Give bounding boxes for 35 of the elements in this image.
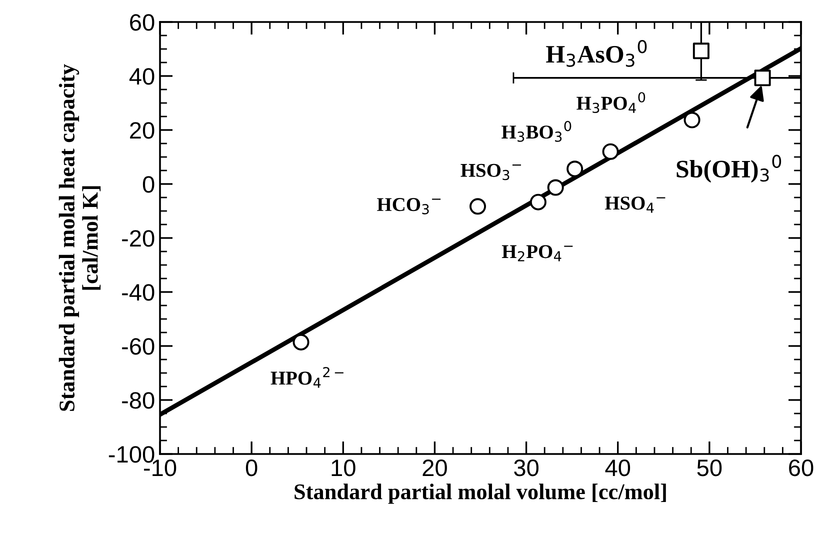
y-axis-title: Standard partial molal heat capacity [cal/mol K] <box>58 64 101 411</box>
annotation: H$_{3}$PO$_{4}$$^{0}$ <box>576 92 646 114</box>
y-tick-label: 40 <box>129 68 154 85</box>
x-tick-label: 0 <box>246 459 258 476</box>
annotation: H$_{3}$AsO$_{3}$$^{0}$ <box>546 40 647 67</box>
annotation: H$_{3}$BO$_{3}$$^{0}$ <box>502 120 572 142</box>
x-tick-label: 20 <box>422 459 447 476</box>
point <box>692 42 710 60</box>
point <box>547 179 564 196</box>
x-tick-label: 50 <box>697 459 722 476</box>
annotation: HSO$_{3}$$^{−}$ <box>460 164 521 180</box>
y-tick-label: -60 <box>122 338 154 355</box>
annotation: Sb(OH)$_{3}$$^{0}$ <box>676 154 782 183</box>
point <box>754 70 771 86</box>
x-tick-label: 10 <box>332 459 356 476</box>
annotation: HSO$_{4}$$^{−}$ <box>604 196 666 213</box>
x-axis-title: Standard partial molal volume [cc/mol] <box>294 484 666 504</box>
y-tick-label: 60 <box>130 14 154 31</box>
point <box>566 160 584 178</box>
y-tick-label: -20 <box>122 230 154 247</box>
point <box>469 198 486 215</box>
annotation: HPO$_{4}$$^{2−}$ <box>270 366 344 388</box>
y-tick-label: -40 <box>122 284 154 301</box>
y-tick-label: -80 <box>122 392 154 409</box>
x-tick-label: 30 <box>514 459 538 476</box>
point <box>292 334 310 350</box>
point <box>602 143 619 160</box>
y-tick-label: 20 <box>130 122 154 139</box>
annotation: HCO$_{3}$$^{−}$ <box>377 198 441 214</box>
x-tick-label: 60 <box>789 459 814 476</box>
annotation: H$_{2}$PO$_{4}$$^{−}$ <box>502 245 573 262</box>
x-tick-label: 40 <box>605 459 630 476</box>
point <box>530 194 546 210</box>
point <box>684 112 700 128</box>
y-tick-label: 0 <box>142 176 154 193</box>
